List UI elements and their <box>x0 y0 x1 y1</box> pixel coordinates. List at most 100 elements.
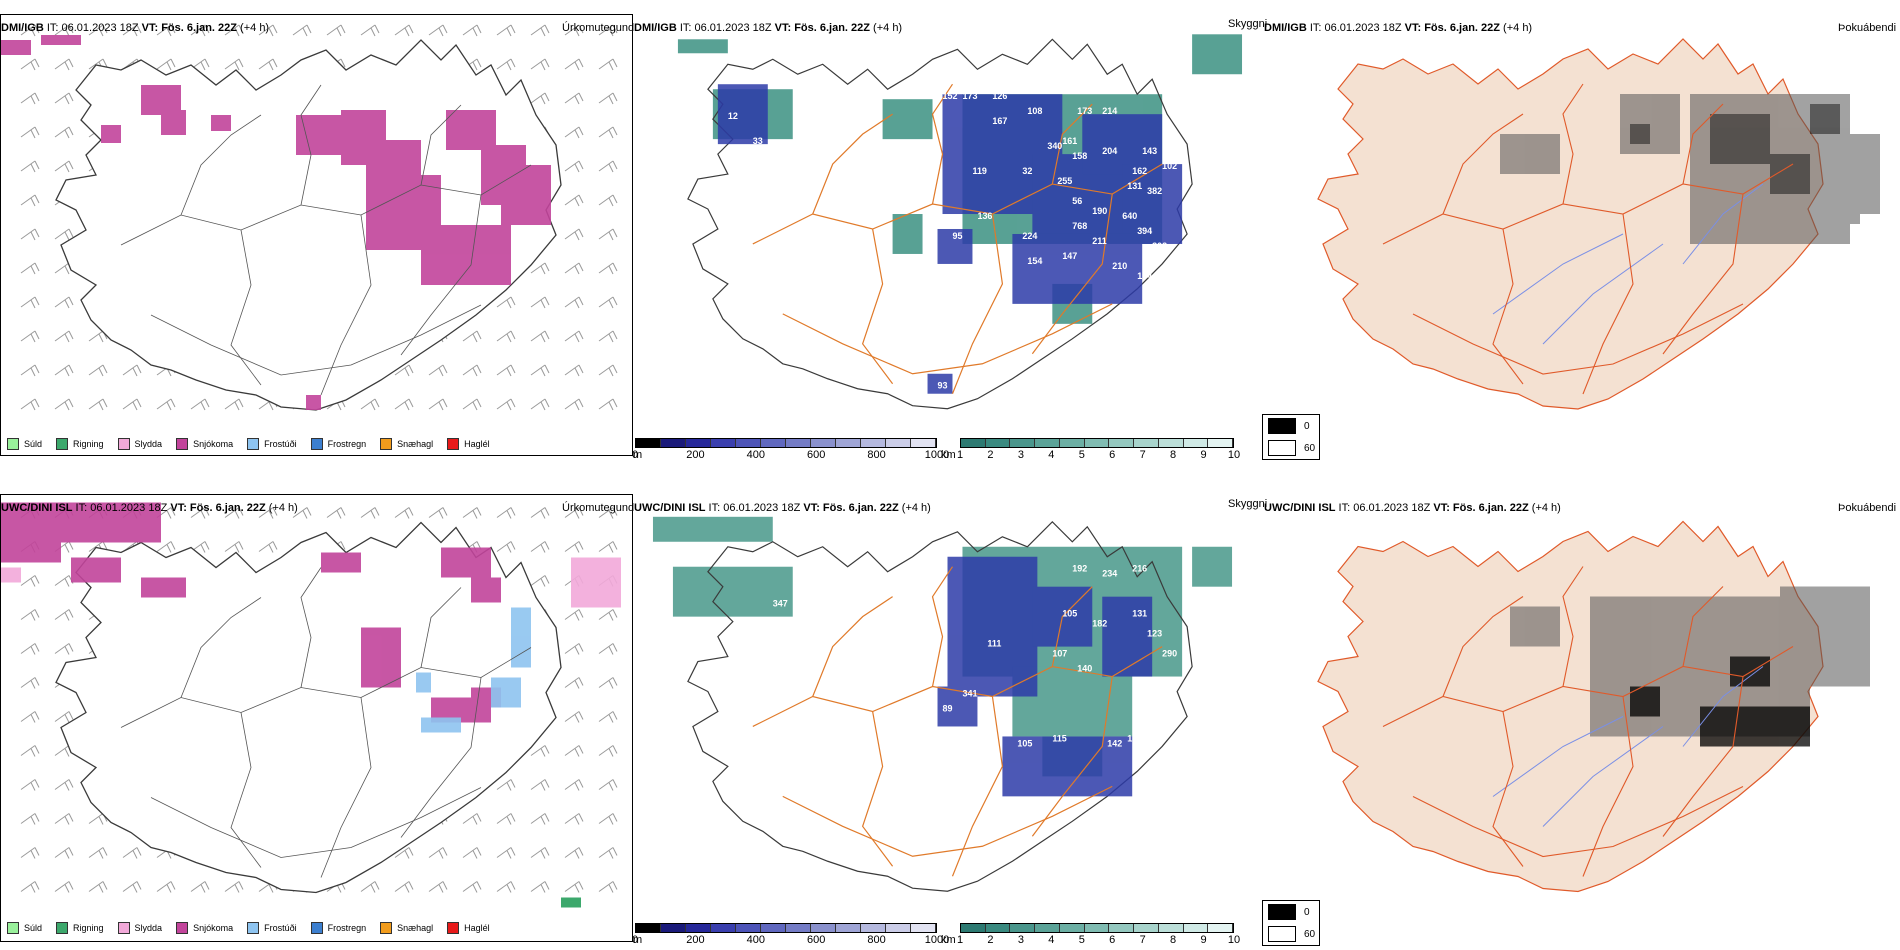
wind-barb <box>496 847 516 859</box>
wind-barb <box>20 262 40 275</box>
colorbar-step <box>1084 924 1110 932</box>
cloud-base-label: 158 <box>1072 151 1087 161</box>
row-1: Súld Rigning Slydda Snjókoma Frostúði Frostre… <box>0 0 1900 470</box>
wind-barb <box>598 541 618 553</box>
wind-barb <box>598 847 618 859</box>
init-time: IT: 06.01.2023 18Z <box>676 22 775 34</box>
cloud-base-label: 93 <box>938 381 948 391</box>
cloud-base-label: 143 <box>1142 146 1157 156</box>
fog-index-dark <box>1630 104 1840 194</box>
cloud-base-label: 119 <box>972 166 986 176</box>
fog-legend-swatch <box>1268 440 1296 456</box>
road-line <box>1492 711 1524 867</box>
wind-barb <box>428 847 448 859</box>
colorbar-step <box>1158 439 1184 447</box>
cloud-base-label: 192 <box>1072 564 1087 574</box>
colorbar-step <box>711 439 736 447</box>
colorbar-step <box>636 924 661 932</box>
snow-areas <box>1 35 551 410</box>
colorbar-step <box>661 439 686 447</box>
roads <box>120 84 532 396</box>
wind-barb <box>20 228 40 241</box>
wind-barb <box>530 296 550 309</box>
colorbar-step <box>811 924 836 932</box>
wind-barb <box>88 398 108 411</box>
road-line <box>1492 228 1524 385</box>
road-line <box>1582 213 1634 395</box>
road-line <box>300 84 322 206</box>
wind-barb <box>360 507 380 519</box>
wind-barb <box>564 711 584 723</box>
cloud-base-label: 161 <box>1062 136 1077 146</box>
roads <box>1382 566 1794 877</box>
road-line <box>931 566 953 687</box>
wind-barb <box>54 364 74 377</box>
low-cloud-areas <box>937 556 1153 797</box>
road-line <box>951 696 1004 877</box>
cloud-base-label: 111 <box>987 639 1001 649</box>
colorbar-tick: 400 <box>746 934 765 946</box>
precip-legend: Súld Rigning Slydda Snjókoma Frostúði Frostre… <box>7 435 504 453</box>
wind-barb <box>360 24 380 37</box>
legend-item: Frostúði <box>247 922 297 934</box>
wind-barb <box>394 24 414 37</box>
wind-barb <box>54 643 74 655</box>
fog-map-content <box>1317 38 1880 410</box>
legend-item: Snæhagl <box>380 438 433 450</box>
colorbar-tick: 8 <box>1170 449 1177 461</box>
colorbar-tick: 5 <box>1078 449 1085 461</box>
wind-barb <box>598 507 618 519</box>
road-line <box>1662 676 1744 837</box>
fog-legend-item: 60 <box>1263 923 1319 945</box>
cloudbase-unit: m <box>633 449 643 461</box>
wind-barb <box>564 194 584 207</box>
road-line <box>420 587 462 668</box>
fog-legend-label: 0 <box>1304 420 1310 432</box>
colorbar-tick: 7 <box>1139 449 1146 461</box>
wind-barb <box>564 677 584 689</box>
wind-barb <box>20 609 40 621</box>
legend-item: Frostregn <box>310 922 366 934</box>
wind-barb <box>20 643 40 655</box>
init-time: IT: 06.01.2023 18Z <box>43 22 142 34</box>
wind-barb <box>258 58 278 71</box>
precip-panel: Súld Rigning Slydda Snjókoma Frostúði Frostre… <box>0 494 633 942</box>
wind-barb <box>496 398 516 411</box>
cloud-base-label: 214 <box>1102 106 1117 116</box>
wind-barb <box>598 745 618 757</box>
visibility-colorbar: 1 2 3 4 5 6 7 8 9 10 <box>957 438 1240 462</box>
colorbar-step <box>1183 924 1209 932</box>
legend-label: Frostúði <box>264 439 297 449</box>
wind-barb <box>54 126 74 139</box>
wind-barb <box>54 296 74 309</box>
cloud-base-labels: 100 31 54 12 33 185 173 152 126 108 167 156 173 214 16… <box>728 76 1177 391</box>
colorbar-step <box>985 924 1011 932</box>
legend-label: Snjókoma <box>193 923 234 933</box>
cloud-base-label: 31 <box>773 76 783 86</box>
cloud-base-label: 640 <box>1122 211 1137 221</box>
colorbar-step <box>886 439 911 447</box>
wind-barb <box>462 24 482 37</box>
wind-barb <box>20 575 40 587</box>
wind-barb <box>428 881 448 893</box>
wind-barb <box>564 126 584 139</box>
wind-barb <box>564 296 584 309</box>
cloud-base-label: 142 <box>1107 738 1122 748</box>
wind-barb <box>598 643 618 655</box>
road-line <box>1051 103 1093 185</box>
cloud-base-label: 182 <box>1092 619 1107 629</box>
wind-barb <box>496 330 516 343</box>
wind-barb <box>88 881 108 893</box>
roads <box>752 83 1163 394</box>
init-time: IT: 06.01.2023 18Z <box>72 502 171 514</box>
visibility-panel: 347 192 234 216 105 182 131 123 290 111 107 140 341 8… <box>632 494 1263 946</box>
colorbar-tick: 2 <box>987 449 994 461</box>
colorbar-step <box>686 439 711 447</box>
cloud-base-label: 224 <box>1022 231 1037 241</box>
legend-label: Snjókoma <box>193 439 234 449</box>
colorbar-tick: 2 <box>987 934 994 946</box>
wind-barb <box>20 745 40 757</box>
wind-barb <box>496 296 516 309</box>
legend-label: Rigning <box>73 923 104 933</box>
